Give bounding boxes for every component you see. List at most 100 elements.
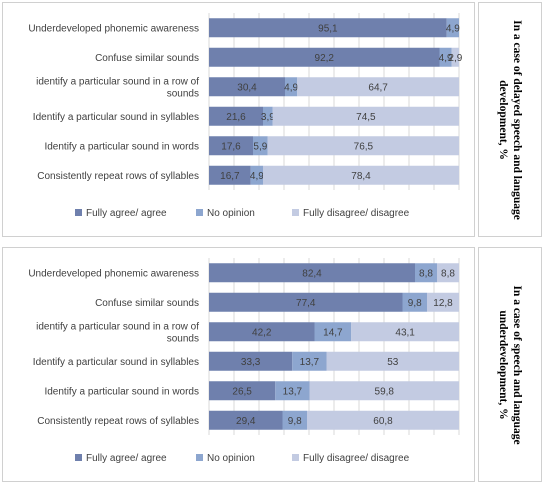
category-label-line: Identify a particular sound in words bbox=[44, 386, 199, 397]
legend-swatch bbox=[196, 454, 203, 461]
data-label: 2,9 bbox=[448, 53, 462, 64]
category-label: Identify a particular sound in words bbox=[44, 386, 199, 397]
bar-segment bbox=[326, 351, 459, 371]
bar-segment bbox=[209, 136, 253, 156]
data-label: 78,4 bbox=[351, 171, 371, 182]
bar-segment bbox=[309, 381, 459, 401]
side-label-underdevelopment-line-1: In a case of speech and language bbox=[511, 284, 523, 445]
data-label: 3,9 bbox=[261, 112, 275, 123]
data-label: 4,9 bbox=[284, 82, 298, 93]
category-label: Underdeveloped phonemic awareness bbox=[28, 23, 199, 34]
data-label: 26,5 bbox=[232, 386, 252, 397]
bar-segment bbox=[263, 165, 459, 185]
bar-segment bbox=[263, 106, 273, 126]
bar-segment bbox=[402, 292, 427, 312]
chart-delayed-development: Underdeveloped phonemic awareness Confuse… bbox=[28, 13, 463, 219]
data-label: 33,3 bbox=[241, 357, 261, 368]
category-label: identify a particular sound in a row of s… bbox=[36, 76, 199, 99]
bar-segment bbox=[209, 381, 276, 401]
bar-segment bbox=[209, 106, 263, 126]
bar-segment bbox=[351, 322, 459, 342]
data-label: 82,4 bbox=[302, 268, 322, 279]
data-label: 29,4 bbox=[236, 416, 256, 427]
category-label: Underdeveloped phonemic awareness bbox=[28, 268, 199, 279]
category-label-line: Consistently repeat rows of syllables bbox=[37, 416, 199, 427]
bars: 82,4 8,8 8,8 77,4 9,8 12,8 42,2 14,7 43,1 33,3 13,… bbox=[209, 263, 459, 430]
data-label: 42,2 bbox=[252, 327, 272, 338]
legend-swatch bbox=[292, 209, 299, 216]
data-label: 12,8 bbox=[433, 298, 453, 309]
gridlines bbox=[208, 13, 460, 190]
legend-label: Fully agree/ agree bbox=[86, 453, 167, 464]
legend-label: No opinion bbox=[207, 208, 255, 219]
bar-segment bbox=[285, 77, 298, 97]
category-label-line: Identify a particular sound in syllables bbox=[33, 357, 199, 368]
data-label: 4,9 bbox=[439, 53, 453, 64]
data-label: 8,8 bbox=[419, 268, 433, 279]
data-label: 4,9 bbox=[250, 171, 264, 182]
category-label-line: sounds bbox=[167, 88, 199, 99]
bar-segment bbox=[209, 351, 293, 371]
category-labels: Underdeveloped phonemic awareness Confuse… bbox=[28, 23, 199, 182]
category-label-line: Underdeveloped phonemic awareness bbox=[28, 268, 199, 279]
data-label: 13,7 bbox=[283, 386, 303, 397]
chart-panel-delayed-development: Underdeveloped phonemic awareness Confuse… bbox=[2, 2, 475, 237]
legend-swatch bbox=[75, 454, 82, 461]
data-label: 64,7 bbox=[368, 82, 388, 93]
category-label: identify a particular sound in a row of s… bbox=[36, 321, 199, 344]
category-label-line: Underdeveloped phonemic awareness bbox=[28, 23, 199, 34]
bar-segment bbox=[427, 292, 459, 312]
data-label: 77,4 bbox=[296, 298, 316, 309]
category-label: Identify a particular sound in syllables bbox=[33, 112, 199, 123]
bar-segment bbox=[297, 77, 459, 97]
data-label: 16,7 bbox=[220, 171, 240, 182]
data-label: 14,7 bbox=[323, 327, 343, 338]
bar-segment bbox=[314, 322, 352, 342]
side-label-delayed: In a case of delayed speech and language… bbox=[496, 20, 524, 220]
data-label: 95,1 bbox=[318, 23, 338, 34]
bar-segment bbox=[209, 47, 440, 67]
legend: Fully agree/ agree No opinion Fully disagr… bbox=[75, 453, 410, 464]
data-label: 76,5 bbox=[354, 141, 374, 152]
side-label-panel-underdevelopment: In a case of speech and language underde… bbox=[478, 247, 542, 482]
legend-label: Fully disagree/ disagree bbox=[303, 453, 410, 464]
bar-segment bbox=[415, 263, 437, 283]
data-label: 53 bbox=[387, 357, 399, 368]
data-label: 5,9 bbox=[253, 141, 267, 152]
bar-segment bbox=[272, 106, 459, 126]
side-label-delayed-line-1: In a case of delayed speech and language bbox=[511, 19, 523, 220]
side-label-panel-delayed: In a case of delayed speech and language… bbox=[478, 2, 542, 237]
bar-segment bbox=[209, 165, 251, 185]
category-label: Consistently repeat rows of syllables bbox=[37, 416, 199, 427]
bar-segment bbox=[439, 47, 452, 67]
legend-label: Fully agree/ agree bbox=[86, 208, 167, 219]
data-label: 92,2 bbox=[315, 53, 335, 64]
bar-segment bbox=[209, 263, 415, 283]
bar-segment bbox=[451, 47, 459, 67]
category-label-line: sounds bbox=[167, 333, 199, 344]
legend-label: No opinion bbox=[207, 453, 255, 464]
bar-segment bbox=[209, 292, 403, 312]
legend-swatch bbox=[292, 454, 299, 461]
category-label-line: identify a particular sound in a row of bbox=[36, 76, 199, 87]
bar-segment bbox=[292, 351, 327, 371]
side-label-underdevelopment: In a case of speech and language underde… bbox=[496, 285, 524, 444]
bar-segment bbox=[437, 263, 459, 283]
bar-segment bbox=[275, 381, 310, 401]
data-label: 43,1 bbox=[395, 327, 415, 338]
bar-segment bbox=[253, 136, 268, 156]
legend: Fully agree/ agree No opinion Fully disagr… bbox=[75, 208, 410, 219]
bar-segment bbox=[209, 410, 283, 430]
bars: 95,1 4,992,2 4,92,930,4 4,9 64,721,6 3,9 74,51… bbox=[209, 18, 463, 185]
legend-swatch bbox=[196, 209, 203, 216]
chart-panel-underdevelopment: Underdeveloped phonemic awareness Confuse… bbox=[2, 247, 475, 482]
data-label: 30,4 bbox=[237, 82, 257, 93]
legend-swatch bbox=[75, 209, 82, 216]
category-labels: Underdeveloped phonemic awareness Confuse… bbox=[28, 268, 199, 427]
side-label-underdevelopment-line-2: underdevelopment, % bbox=[497, 309, 509, 420]
category-label: Consistently repeat rows of syllables bbox=[37, 171, 199, 182]
bar-segment bbox=[209, 18, 447, 38]
category-label-line: Identify a particular sound in syllables bbox=[33, 112, 199, 123]
gridlines bbox=[208, 258, 460, 435]
legend-label: Fully disagree/ disagree bbox=[303, 208, 410, 219]
